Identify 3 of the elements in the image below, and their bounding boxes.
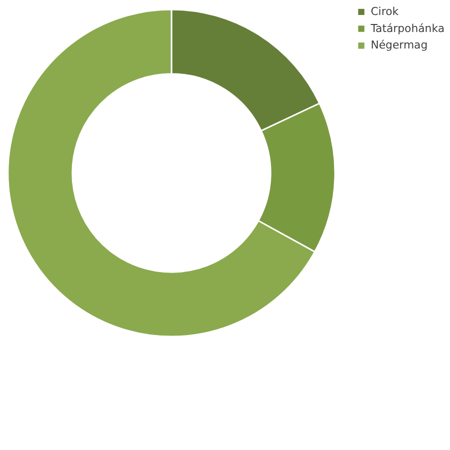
legend-label: Cirok: [370, 4, 400, 18]
legend-label: Tatárpohánka: [370, 22, 444, 35]
legend-label: Négermag: [370, 38, 428, 52]
